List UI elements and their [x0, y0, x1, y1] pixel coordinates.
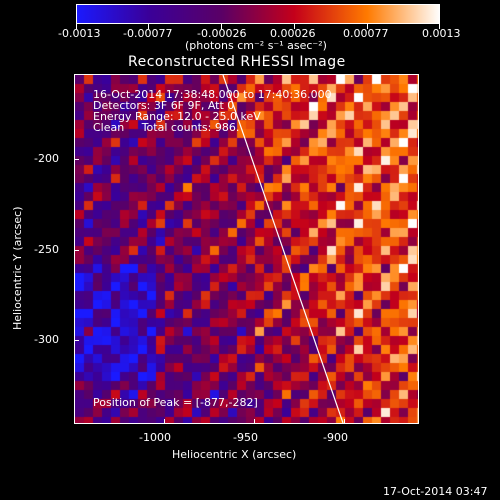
y-axis-label: Heliocentric Y (arcsec)	[11, 206, 24, 330]
colorbar-tick	[367, 24, 368, 29]
colorbar-tick	[439, 24, 440, 29]
x-tick	[344, 419, 345, 424]
colorbar-tick	[221, 24, 222, 29]
x-tick	[254, 419, 255, 424]
solar-limb-line	[222, 75, 344, 423]
rhessi-heatmap	[75, 75, 418, 423]
colorbar-frame	[76, 4, 440, 24]
colorbar-unit-label: (photons cm⁻² s⁻¹ asec⁻²)	[185, 39, 327, 52]
x-tick-label: -900	[323, 431, 348, 444]
peak-position-text: Position of Peak = [-877,-282]	[93, 396, 258, 409]
colorbar-ticks	[76, 24, 440, 30]
y-tick	[74, 159, 79, 160]
colorbar-tick	[294, 24, 295, 29]
colorbar-tick-label: 0.00026	[270, 27, 316, 40]
annotation-clean-counts: Clean Total counts: 986.	[93, 121, 240, 134]
x-tick-label: -950	[233, 431, 258, 444]
colorbar-tick-label: -0.00026	[197, 27, 247, 40]
y-tick-label: -200	[34, 152, 59, 165]
colorbar-tick-label: -0.0013	[58, 27, 101, 40]
plot-frame	[74, 74, 419, 424]
colorbar-gradient	[76, 4, 440, 24]
y-tick	[74, 250, 79, 251]
y-tick-label: -250	[34, 243, 59, 256]
colorbar-tick-label: 0.00077	[343, 27, 389, 40]
colorbar-tick-label: 0.0013	[422, 27, 461, 40]
rhessi-image: 16-Oct-2014 17:38:48.000 to 17:40:36.000…	[75, 75, 418, 423]
colorbar-tick-label: -0.00077	[123, 27, 173, 40]
y-tick-label: -300	[34, 333, 59, 346]
y-tick	[74, 340, 79, 341]
x-axis-label: Heliocentric X (arcsec)	[172, 448, 297, 461]
annotation-detectors: Detectors: 3F 6F 9F, Att 0	[93, 99, 235, 112]
image-title: Reconstructed RHESSI Image	[128, 54, 346, 70]
x-tick	[164, 419, 165, 424]
colorbar-tick	[76, 24, 77, 29]
colorbar-tick	[148, 24, 149, 29]
footer-timestamp: 17-Oct-2014 03:47	[383, 485, 488, 498]
solar-limb	[222, 75, 344, 423]
annotation-energy-range: Energy Range: 12.0 - 25.0 keV	[93, 110, 261, 123]
x-tick-label: -1000	[139, 431, 171, 444]
colorbar	[76, 4, 440, 24]
annotation-time-range: 16-Oct-2014 17:38:48.000 to 17:40:36.000	[93, 88, 332, 101]
